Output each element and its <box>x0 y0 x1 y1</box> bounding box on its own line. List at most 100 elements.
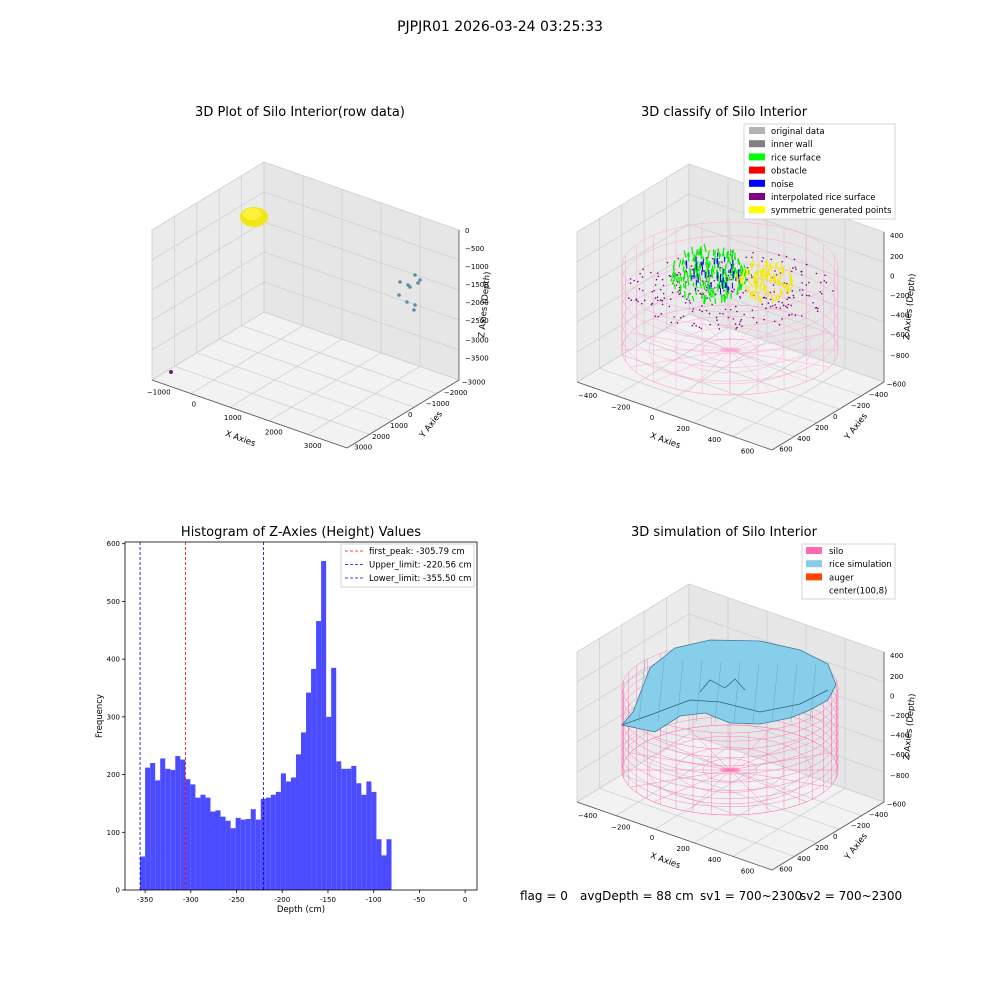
purple-outlier-point <box>169 370 173 374</box>
floor-gridline <box>241 325 437 394</box>
rice-surface-point <box>709 288 712 296</box>
symmetric-generated-point <box>784 287 788 292</box>
interpolated-surface-point <box>677 291 679 293</box>
symmetric-generated-point <box>741 282 745 286</box>
y-tick-label: 100 <box>107 829 120 837</box>
histogram-bar <box>180 759 186 890</box>
silo-floor-radial <box>729 349 772 392</box>
interpolated-surface-point <box>800 274 803 276</box>
rice-surface-mesh-line <box>714 661 722 723</box>
interpolated-surface-point <box>775 306 778 309</box>
histogram-bar <box>275 791 281 890</box>
symmetric-generated-point <box>788 269 792 276</box>
legend-frame <box>743 123 896 220</box>
interpolated-surface-point <box>698 309 701 311</box>
raw-data-3d-plot: 3D Plot of Silo Interior(row data) −1000… <box>147 105 493 452</box>
y-axis-label: Y Axies <box>842 411 870 443</box>
legend-label: silo <box>829 547 843 557</box>
scatter-point <box>413 303 417 307</box>
histogram-bar <box>306 692 312 890</box>
interpolated-surface-point <box>712 257 714 260</box>
symmetric-generated-point <box>754 292 757 300</box>
histogram-bar <box>381 855 387 890</box>
x-tick-label: −1000 <box>147 388 171 396</box>
z-tick-label: −400 <box>890 732 909 740</box>
interpolated-surface-point <box>800 315 803 317</box>
rice-surface-mesh-line <box>695 661 703 723</box>
interpolated-surface-point <box>732 291 734 293</box>
interpolated-surface-point <box>722 313 724 315</box>
interpolated-surface-point <box>774 270 776 272</box>
symmetric-generated-point <box>781 266 785 273</box>
histogram-bar <box>210 811 216 890</box>
interpolated-surface-point <box>701 280 704 282</box>
interpolated-surface-point <box>745 256 748 259</box>
histogram-bar <box>190 784 196 890</box>
interpolated-surface-point <box>693 322 695 325</box>
rice-surface-point <box>718 253 722 260</box>
rice-surface-point <box>717 274 720 281</box>
rice-surface-point <box>678 259 682 268</box>
symmetric-generated-point <box>747 286 750 294</box>
floor-gridline <box>229 338 343 408</box>
silo-floor-radial <box>729 752 830 771</box>
silo-floor-radial <box>688 349 731 392</box>
interpolated-surface-point <box>649 271 652 274</box>
symmetric-generated-point <box>790 285 794 290</box>
symmetric-generated-point <box>759 296 762 304</box>
rice-surface-mesh-line <box>676 660 684 723</box>
y-tick-label: −200 <box>851 402 870 410</box>
interpolated-surface-point <box>770 298 772 301</box>
interpolated-surface-point <box>730 278 732 281</box>
interpolated-surface-point <box>711 303 713 306</box>
histogram-bar <box>145 767 151 890</box>
scatter-point <box>416 281 420 285</box>
classify-3d-plot: 3D classify of Silo Interior −400 −200 0 20… <box>576 105 918 456</box>
legend-swatch <box>749 127 765 134</box>
interpolated-surface-point <box>724 308 727 311</box>
interpolated-surface-point <box>639 272 641 275</box>
y-tick-label: 600 <box>779 866 792 874</box>
histogram-bar <box>195 797 201 890</box>
y-tick-label: −600 <box>887 380 906 388</box>
interpolated-surface-point <box>824 274 826 277</box>
rice-surface-point <box>744 273 747 282</box>
back-gridline <box>688 193 885 263</box>
y-tick-label: 200 <box>815 424 828 432</box>
interpolated-surface-point <box>716 319 718 321</box>
rice-surface-point <box>710 285 713 292</box>
histogram-bar <box>255 819 261 890</box>
interpolated-surface-point <box>825 281 828 284</box>
symmetric-generated-point <box>745 270 748 276</box>
left-gridline <box>151 251 265 321</box>
histogram-legend: first_peak: -305.79 cm Upper_limit: -220.… <box>340 543 475 588</box>
legend-label: Upper_limit: -220.56 cm <box>369 561 472 571</box>
left-gridline <box>151 191 265 261</box>
back-gridline <box>263 221 460 291</box>
legend-swatch <box>749 140 765 148</box>
floor-gridline <box>196 352 392 422</box>
interpolated-surface-point <box>663 297 666 299</box>
interpolated-surface-point <box>730 290 733 292</box>
interpolated-surface-point <box>640 302 643 305</box>
histogram-bar <box>280 773 286 890</box>
y-tick-label: 300 <box>107 713 120 721</box>
interpolated-surface-point <box>820 281 822 284</box>
rice-surface-point <box>693 263 696 273</box>
interpolated-surface-point <box>656 272 659 274</box>
symmetric-generated-point <box>778 279 781 285</box>
symmetric-generated-point <box>781 290 784 296</box>
interpolated-surface-point <box>785 255 788 258</box>
interpolated-surface-point <box>773 291 775 293</box>
interpolated-surface-point <box>805 284 808 286</box>
interpolated-surface-point <box>775 274 778 276</box>
y-tick-label: 0 <box>408 411 412 419</box>
interpolated-surface-point <box>708 312 711 315</box>
symmetric-generated-point <box>762 268 765 274</box>
y-tick-label: 500 <box>107 598 120 606</box>
raw-plot-title: 3D Plot of Silo Interior(row data) <box>195 105 405 120</box>
interpolated-surface-point <box>745 289 747 292</box>
interpolated-surface-point <box>762 256 764 259</box>
interpolated-surface-point <box>778 300 780 303</box>
z-tick-label: 0 <box>890 273 894 281</box>
